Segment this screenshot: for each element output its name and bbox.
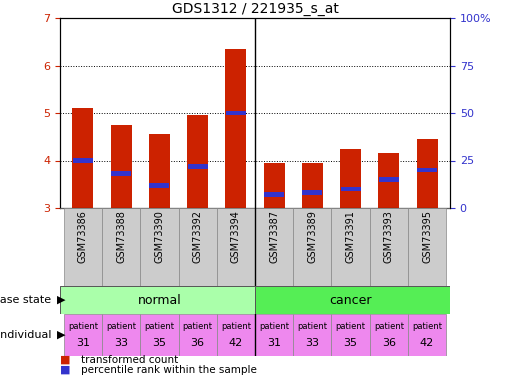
Bar (302, 190, 322, 195)
Bar (64, 314, 102, 356)
Text: GSM73393: GSM73393 (384, 210, 394, 263)
Text: 33: 33 (114, 339, 128, 348)
Text: individual: individual (0, 330, 55, 340)
Bar (102, 314, 140, 356)
Bar (64, 208, 102, 286)
Bar (60, 286, 255, 314)
Text: 36: 36 (191, 339, 204, 348)
Text: GSM73390: GSM73390 (154, 210, 164, 263)
Text: patient: patient (297, 321, 328, 330)
Bar (417, 168, 437, 172)
Bar (255, 314, 293, 356)
Text: ▶: ▶ (58, 295, 66, 305)
Bar (187, 116, 208, 208)
Text: patient: patient (221, 321, 251, 330)
Text: 35: 35 (344, 339, 357, 348)
Text: patient: patient (412, 321, 442, 330)
Text: patient: patient (106, 321, 136, 330)
Bar (408, 208, 446, 286)
Text: patient: patient (374, 321, 404, 330)
Bar (332, 208, 370, 286)
Bar (217, 208, 255, 286)
Bar (179, 208, 217, 286)
Text: patient: patient (144, 321, 175, 330)
Text: ■: ■ (60, 355, 71, 365)
Bar (370, 314, 408, 356)
Bar (408, 314, 446, 356)
Text: 31: 31 (76, 339, 90, 348)
Text: ▶: ▶ (58, 330, 66, 340)
Bar (255, 286, 450, 314)
Text: disease state: disease state (0, 295, 55, 305)
Text: GSM73394: GSM73394 (231, 210, 241, 263)
Bar (417, 139, 438, 208)
Title: GDS1312 / 221935_s_at: GDS1312 / 221935_s_at (171, 2, 338, 16)
Text: normal: normal (138, 294, 181, 306)
Text: 33: 33 (305, 339, 319, 348)
Text: GSM73391: GSM73391 (346, 210, 355, 263)
Text: patient: patient (259, 321, 289, 330)
Bar (264, 192, 284, 197)
Bar (226, 49, 246, 208)
Bar (149, 183, 169, 188)
Text: 31: 31 (267, 339, 281, 348)
Bar (370, 208, 408, 286)
Text: percentile rank within the sample: percentile rank within the sample (81, 365, 256, 375)
Bar (379, 153, 399, 208)
Bar (302, 163, 323, 208)
Bar (379, 177, 399, 182)
Text: patient: patient (68, 321, 98, 330)
Bar (293, 314, 332, 356)
Text: transformed count: transformed count (81, 355, 178, 365)
Text: ■: ■ (60, 365, 71, 375)
Bar (226, 111, 246, 116)
Text: GSM73392: GSM73392 (193, 210, 202, 263)
Text: cancer: cancer (329, 294, 372, 306)
Text: 35: 35 (152, 339, 166, 348)
Bar (187, 164, 208, 169)
Bar (340, 187, 360, 191)
Text: GSM73395: GSM73395 (422, 210, 432, 263)
Text: 36: 36 (382, 339, 396, 348)
Bar (217, 314, 255, 356)
Bar (149, 134, 170, 208)
Bar (179, 314, 217, 356)
Bar (73, 108, 93, 208)
Text: patient: patient (336, 321, 366, 330)
Text: GSM73388: GSM73388 (116, 210, 126, 263)
Bar (340, 148, 361, 208)
Text: 42: 42 (229, 339, 243, 348)
Text: GSM73387: GSM73387 (269, 210, 279, 263)
Bar (102, 208, 140, 286)
Text: patient: patient (183, 321, 213, 330)
Text: GSM73386: GSM73386 (78, 210, 88, 263)
Bar (140, 208, 179, 286)
Bar (73, 158, 93, 163)
Bar (111, 171, 131, 176)
Bar (111, 125, 132, 208)
Bar (140, 314, 179, 356)
Bar (293, 208, 332, 286)
Text: GSM73389: GSM73389 (307, 210, 317, 263)
Bar (332, 314, 370, 356)
Bar (264, 163, 285, 208)
Text: 42: 42 (420, 339, 434, 348)
Bar (255, 208, 293, 286)
